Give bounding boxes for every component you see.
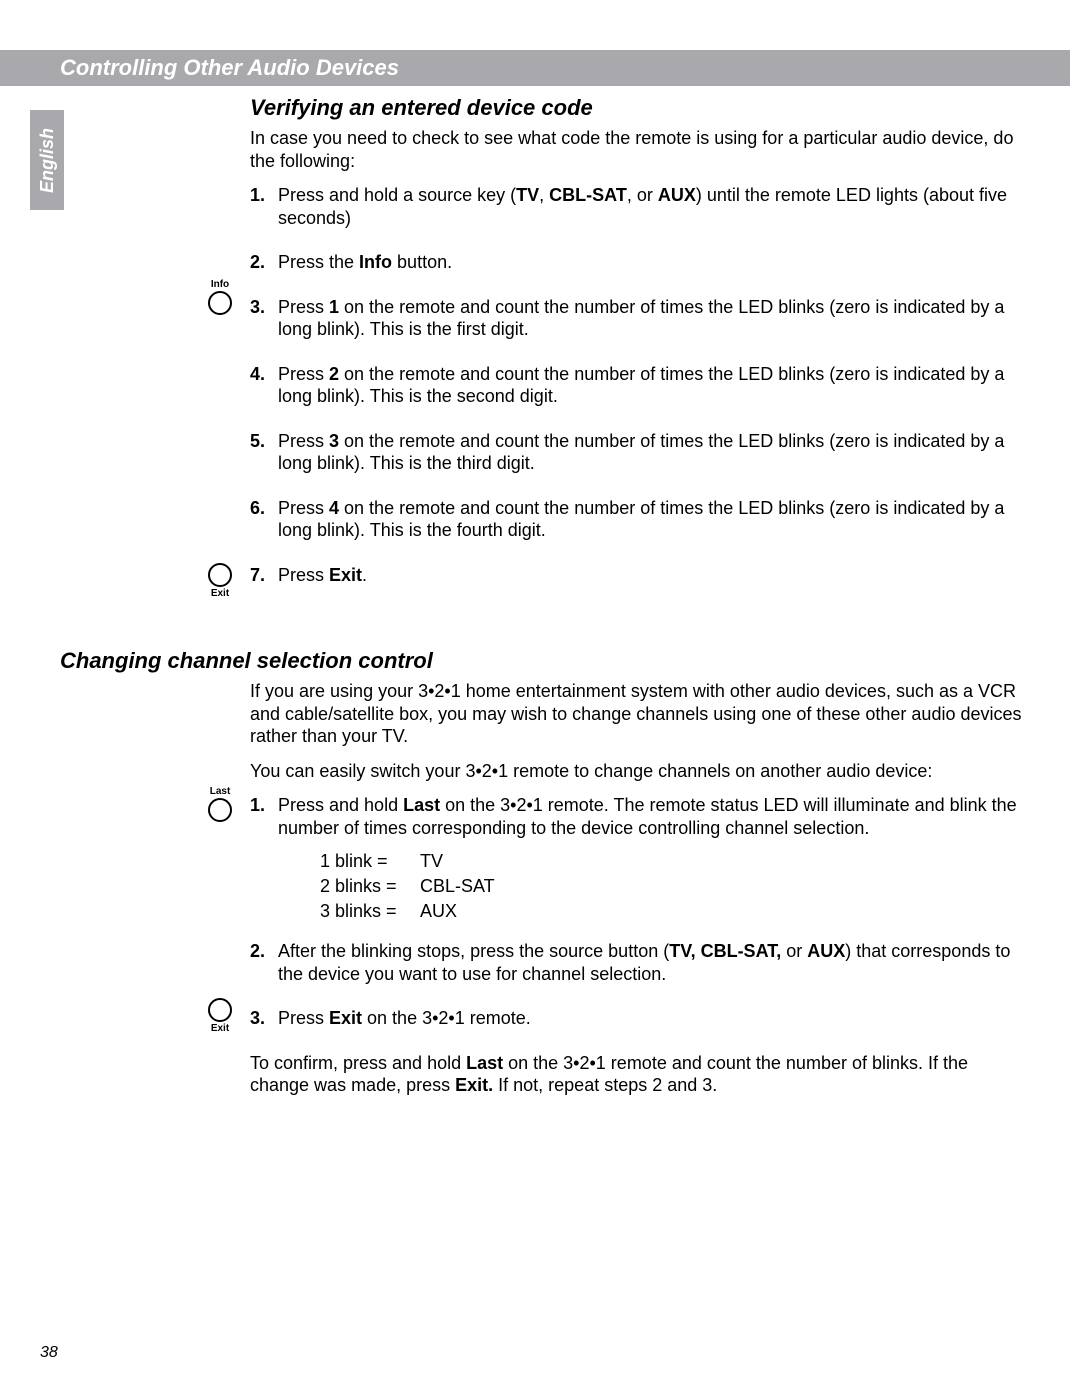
- exit-icon-label: Exit: [205, 588, 235, 599]
- page-number: 38: [40, 1344, 58, 1362]
- steps-list-2: 1. Press and hold Last on the 3•2•1 remo…: [250, 794, 1030, 839]
- info-button-icon: Info: [205, 279, 235, 315]
- confirm-text: To confirm, press and hold Last on the 3…: [250, 1052, 1030, 1097]
- last-icon-label: Last: [205, 786, 235, 797]
- info-icon-label: Info: [205, 279, 235, 290]
- step-item: 3. Press Exit on the 3•2•1 remote.: [250, 1007, 1030, 1030]
- step-item: 1. Press and hold a source key (TV, CBL-…: [250, 184, 1030, 229]
- circle-icon: [208, 998, 232, 1022]
- step-item: 4. Press 2 on the remote and count the n…: [250, 363, 1030, 408]
- circle-icon: [208, 798, 232, 822]
- blink-row: 3 blinks = AUX: [320, 901, 1030, 922]
- last-button-icon: Last: [205, 786, 235, 822]
- page-content: Verifying an entered device code In case…: [60, 95, 1030, 1109]
- step-item: 2. After the blinking stops, press the s…: [250, 940, 1030, 985]
- exit-button-icon: Exit: [205, 563, 235, 599]
- subheading-verifying: Verifying an entered device code: [250, 95, 1030, 121]
- section-header-bar: Controlling Other Audio Devices: [0, 50, 1070, 86]
- manual-page: Controlling Other Audio Devices English …: [0, 0, 1080, 1397]
- subheading-changing: Changing channel selection control: [60, 648, 1030, 674]
- intro-text: In case you need to check to see what co…: [250, 127, 1030, 172]
- step-item: 7. Press Exit.: [250, 564, 1030, 587]
- section2-p2: You can easily switch your 3•2•1 remote …: [250, 760, 1030, 783]
- section2-p1: If you are using your 3•2•1 home enterta…: [250, 680, 1030, 748]
- blink-row: 2 blinks = CBL-SAT: [320, 876, 1030, 897]
- circle-icon: [208, 291, 232, 315]
- step-item: 3. Press 1 on the remote and count the n…: [250, 296, 1030, 341]
- steps-list-1: 1. Press and hold a source key (TV, CBL-…: [250, 184, 1030, 586]
- step-item: 1. Press and hold Last on the 3•2•1 remo…: [250, 794, 1030, 839]
- step-item: 5. Press 3 on the remote and count the n…: [250, 430, 1030, 475]
- language-label: English: [37, 127, 58, 192]
- blink-row: 1 blink = TV: [320, 851, 1030, 872]
- exit-icon-label: Exit: [205, 1023, 235, 1034]
- blink-table: 1 blink = TV 2 blinks = CBL-SAT 3 blinks…: [320, 851, 1030, 922]
- step-item: 2. Press the Info button.: [250, 251, 1030, 274]
- section-header-title: Controlling Other Audio Devices: [60, 55, 399, 81]
- step-item: 6. Press 4 on the remote and count the n…: [250, 497, 1030, 542]
- steps-list-2b: 2. After the blinking stops, press the s…: [250, 940, 1030, 1030]
- exit-button-icon: Exit: [205, 998, 235, 1034]
- circle-icon: [208, 563, 232, 587]
- language-tab: English: [30, 110, 64, 210]
